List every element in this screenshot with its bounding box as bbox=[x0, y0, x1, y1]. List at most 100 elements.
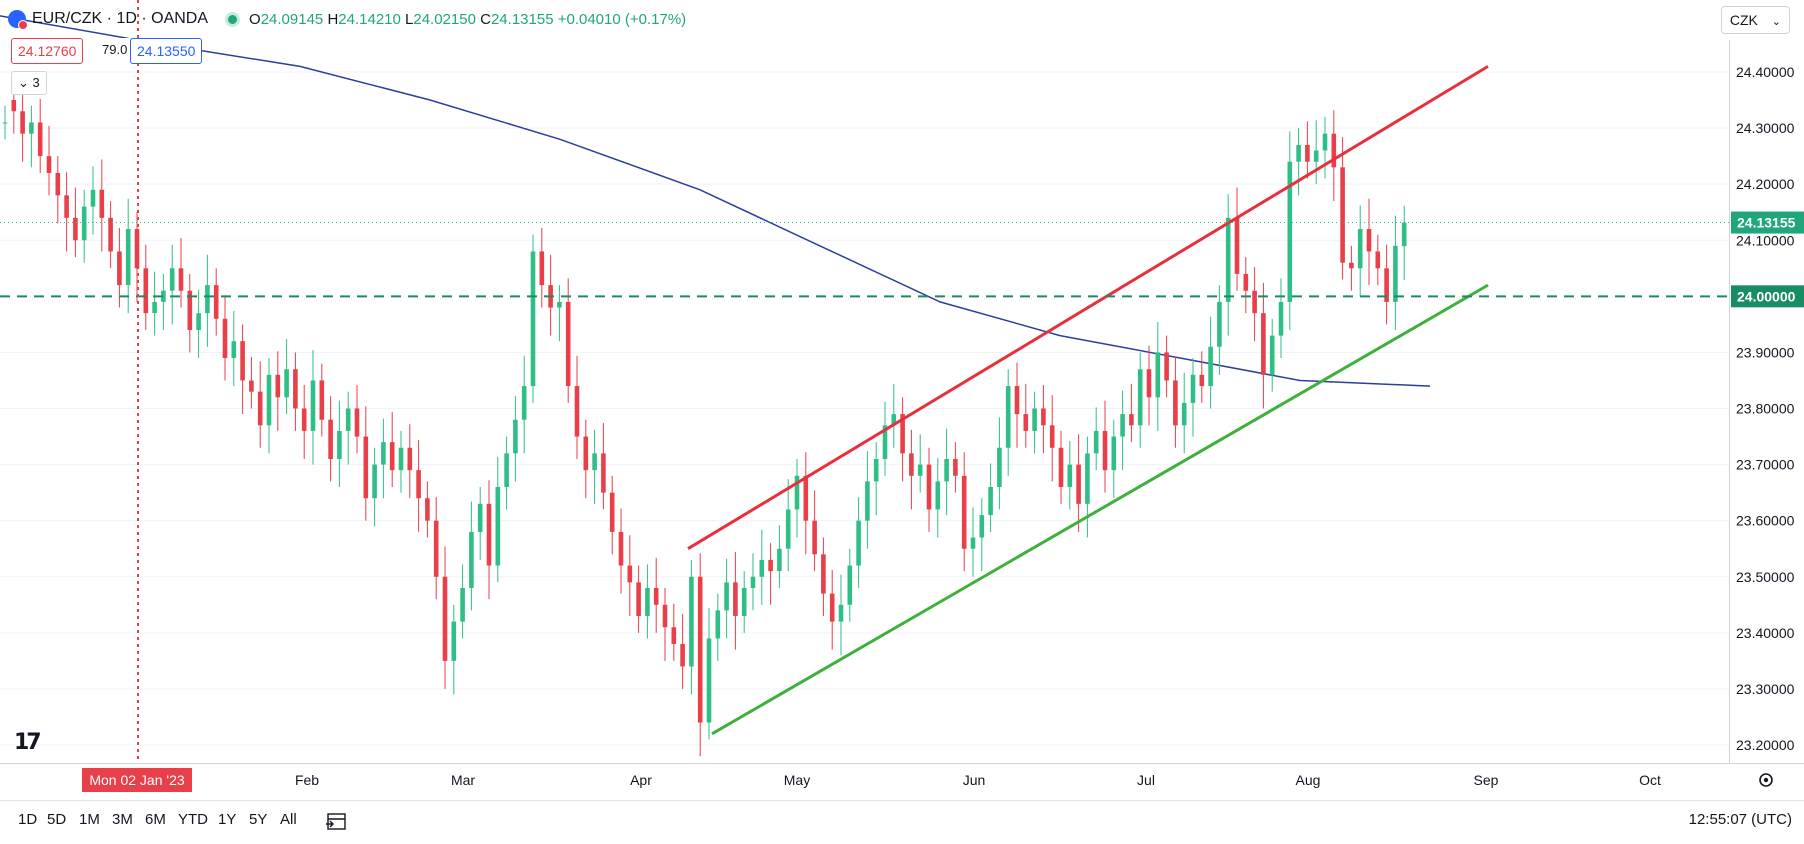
candle-body bbox=[1199, 374, 1205, 387]
candle bbox=[284, 338, 289, 415]
candle bbox=[1102, 400, 1108, 493]
candle bbox=[1217, 285, 1222, 375]
candle-body bbox=[803, 475, 809, 521]
candle bbox=[460, 564, 465, 639]
candle-body bbox=[530, 251, 536, 387]
candle bbox=[1093, 407, 1099, 471]
candle bbox=[1023, 383, 1029, 448]
candle-body bbox=[486, 503, 492, 566]
currency-select[interactable]: CZK ⌄ bbox=[1720, 6, 1790, 34]
symbol-title[interactable]: EUR/CZK · 1D · OANDA bbox=[32, 10, 209, 27]
range-1d-button[interactable]: 1D bbox=[18, 811, 38, 828]
candle-body bbox=[565, 301, 571, 387]
candle-body bbox=[284, 369, 289, 398]
support-trendline[interactable] bbox=[711, 283, 1489, 736]
candle-body bbox=[1049, 425, 1055, 448]
candle bbox=[583, 419, 589, 499]
candle-body bbox=[715, 610, 721, 639]
price-chart[interactable]: 24.40000 24.30000 24.20000 24.10000 23.90000… bbox=[0, 0, 1804, 800]
candle-body bbox=[222, 318, 228, 359]
candle-body bbox=[1085, 453, 1090, 504]
time-axis-label: Sep bbox=[1474, 772, 1499, 788]
candle bbox=[645, 564, 650, 639]
bottom-toolbar: 1D 5D 1M 3M 6M YTD 1Y 5Y All 12:55:07 (U… bbox=[0, 800, 1804, 844]
range-6m-button[interactable]: 6M bbox=[145, 811, 166, 828]
candle bbox=[1137, 352, 1143, 448]
candle bbox=[706, 608, 712, 740]
candle-body bbox=[944, 458, 949, 482]
candle bbox=[416, 439, 421, 532]
candle bbox=[1190, 358, 1196, 437]
candle bbox=[970, 507, 976, 577]
candle-body bbox=[979, 515, 985, 538]
range-3m-button[interactable]: 3M bbox=[112, 811, 133, 828]
candle bbox=[372, 447, 377, 527]
candle-body bbox=[442, 576, 448, 661]
sell-price-button[interactable]: 24.12760 bbox=[11, 38, 84, 64]
candle bbox=[249, 356, 254, 409]
candle bbox=[1085, 436, 1090, 538]
time-axis-label: Mar bbox=[451, 772, 475, 788]
date-range-calendar-icon[interactable] bbox=[325, 809, 349, 833]
candle bbox=[636, 565, 641, 633]
market-open-icon bbox=[228, 14, 238, 24]
candle bbox=[213, 268, 219, 336]
range-5d-button[interactable]: 5D bbox=[47, 811, 67, 828]
chevron-down-icon: ⌄ bbox=[1771, 16, 1781, 28]
candle bbox=[345, 391, 351, 465]
buy-price-button[interactable]: 24.13550 bbox=[130, 38, 203, 64]
candle-body bbox=[1208, 346, 1213, 387]
range-5y-button[interactable]: 5Y bbox=[249, 811, 268, 828]
candle-body bbox=[1164, 352, 1169, 381]
candle bbox=[337, 400, 342, 488]
candle-body bbox=[618, 531, 624, 566]
resistance-trendline[interactable] bbox=[687, 65, 1489, 550]
candle-body bbox=[1155, 352, 1161, 398]
candle-body bbox=[689, 576, 694, 667]
candle bbox=[1234, 187, 1240, 291]
candle bbox=[293, 352, 298, 431]
legend-header: EUR/CZK · 1D · OANDA O24.09145 H24.14210… bbox=[8, 7, 686, 31]
candle-body bbox=[1305, 144, 1310, 162]
indicators-toggle-button[interactable]: ⌄ 3 bbox=[11, 71, 47, 95]
candle bbox=[856, 497, 861, 588]
candle-body bbox=[926, 464, 932, 510]
candle-body bbox=[671, 627, 677, 645]
time-axis-label: May bbox=[784, 772, 810, 788]
range-1y-button[interactable]: 1Y bbox=[218, 811, 237, 828]
candle-body bbox=[425, 498, 430, 521]
plot-background bbox=[0, 0, 1730, 763]
candle bbox=[1349, 245, 1354, 291]
range-all-button[interactable]: All bbox=[280, 811, 297, 828]
candle bbox=[521, 355, 527, 454]
candle-body bbox=[55, 172, 61, 196]
range-1m-button[interactable]: 1M bbox=[79, 811, 100, 828]
candle-body bbox=[293, 369, 298, 409]
level-price-badge-text: 24.00000 bbox=[1737, 288, 1796, 304]
candle bbox=[469, 501, 474, 611]
candle bbox=[601, 423, 606, 510]
candle bbox=[257, 361, 263, 448]
candle-body bbox=[2, 122, 8, 124]
candle-body bbox=[73, 217, 78, 241]
candle bbox=[187, 273, 193, 353]
candle-body bbox=[372, 464, 377, 499]
candle-body bbox=[134, 229, 140, 269]
utc-clock[interactable]: 12:55:07 (UTC) bbox=[1688, 811, 1792, 828]
candle-body bbox=[187, 290, 193, 330]
time-axis-label: Feb bbox=[295, 772, 319, 788]
settings-gear-icon[interactable] bbox=[1759, 773, 1773, 787]
candle-body bbox=[1393, 245, 1398, 302]
candle bbox=[231, 310, 237, 387]
candle-body bbox=[29, 122, 34, 134]
candle-body bbox=[381, 442, 386, 465]
range-ytd-button[interactable]: YTD bbox=[178, 811, 208, 828]
candle-body bbox=[196, 313, 201, 330]
candle-body bbox=[1032, 408, 1037, 431]
candle-body bbox=[363, 436, 369, 499]
candle bbox=[1041, 384, 1046, 454]
candle-body bbox=[469, 531, 474, 588]
candle bbox=[944, 428, 949, 516]
candle bbox=[785, 479, 791, 572]
